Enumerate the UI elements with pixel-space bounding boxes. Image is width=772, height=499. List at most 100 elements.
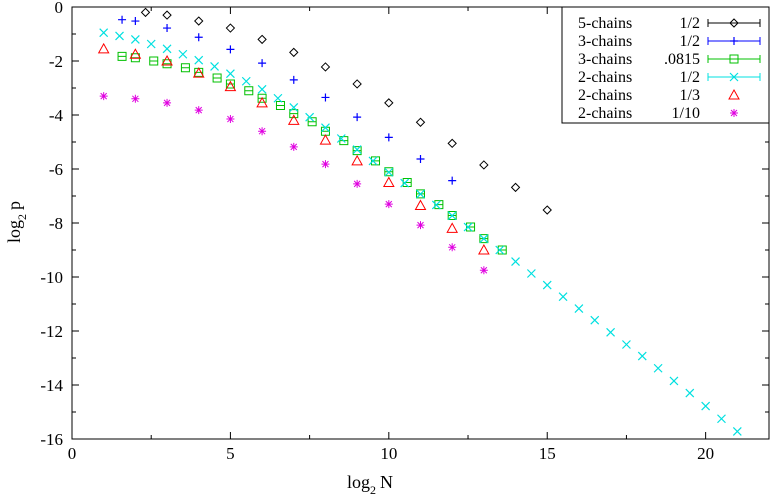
data-point [353,179,362,188]
data-point [225,23,236,33]
y-tick-label: -12 [40,322,63,341]
data-point [146,39,156,49]
y-tick-label: -8 [49,214,63,233]
data-point [275,101,285,111]
data-point [225,69,235,79]
x-tick-label: 10 [380,444,397,463]
y-tick-label: -10 [40,268,63,287]
data-point [352,145,362,154]
legend-label: 2-chains [578,105,632,122]
legend-marker [728,88,740,100]
data-point [669,376,679,386]
data-point [131,17,140,26]
data-point [241,76,251,86]
data-point [212,73,222,83]
data-point [118,15,127,24]
data-point [97,42,110,54]
series-0 [140,7,552,215]
data-marks [97,7,742,436]
data-point [479,160,489,170]
x-tick-label: 20 [697,444,714,463]
data-point [194,16,204,26]
data-point [510,182,521,193]
data-point [257,34,267,45]
data-point [192,67,205,78]
data-point [307,117,317,127]
legend-label: 2-chains [578,87,632,104]
data-point [447,211,457,221]
x-tick-label: 5 [226,444,235,463]
legend-marker [729,18,739,28]
data-point [161,54,173,66]
data-point [117,51,127,61]
data-point [382,176,395,187]
legend-marker [730,109,738,117]
data-point [99,92,108,101]
series-1 [118,15,457,185]
data-point [495,245,505,255]
data-point [149,56,159,66]
legend-marker [730,37,738,45]
data-point [606,327,616,337]
data-point [416,221,425,230]
data-point [321,160,330,169]
data-point [289,109,299,119]
data-point [320,62,331,72]
y-axis-label: log2p [4,201,29,243]
data-point [732,427,742,436]
data-point [131,94,140,103]
data-point [258,127,267,136]
data-point [319,134,332,145]
legend-label: 3-chains [578,51,632,68]
series-4 [97,42,490,255]
y-tick-label: -16 [40,430,63,449]
data-point [352,146,362,156]
data-point [321,123,330,133]
data-point [226,45,235,54]
axis-ticks: 0 5 10 15 20 0 -2 -4 -6 -8 -10 -12 -14 -16 [40,0,769,463]
data-point [244,86,254,96]
y-tick-label: 0 [55,0,64,17]
data-point [446,222,459,233]
legend-errorbar [707,19,761,27]
legend-param: .0815 [664,51,700,68]
data-point [289,75,298,84]
data-point [178,49,188,59]
data-point [414,199,427,210]
data-point [717,414,726,424]
data-point [384,133,393,142]
data-point [448,243,457,252]
x-tick-label: 0 [68,444,77,463]
y-tick-label: -2 [49,52,63,71]
data-point [622,340,631,349]
data-point [194,55,204,65]
data-point [384,98,394,108]
legend-param: 1/10 [672,105,700,122]
data-point [289,47,299,58]
data-point [653,363,663,373]
data-point [368,156,378,166]
data-point [336,134,346,143]
data-point [416,155,425,164]
data-point [162,44,172,54]
data-point [305,112,315,122]
data-point [479,266,488,275]
x-axis-label: log2 N [347,472,393,497]
y-tick-label: -14 [40,376,63,395]
legend-param: 1/2 [680,33,700,50]
data-point [478,243,490,255]
data-point [542,205,552,215]
data-point [416,189,425,199]
data-point [685,388,695,398]
legend-marker [729,54,739,64]
data-point [574,304,584,314]
data-point [558,292,568,302]
data-point [257,84,267,94]
data-point [226,115,235,124]
data-point [701,401,711,411]
data-point [224,80,237,92]
data-point [415,117,426,127]
data-point [163,98,172,107]
y-tick-label: -6 [49,160,63,179]
data-point [289,103,299,112]
